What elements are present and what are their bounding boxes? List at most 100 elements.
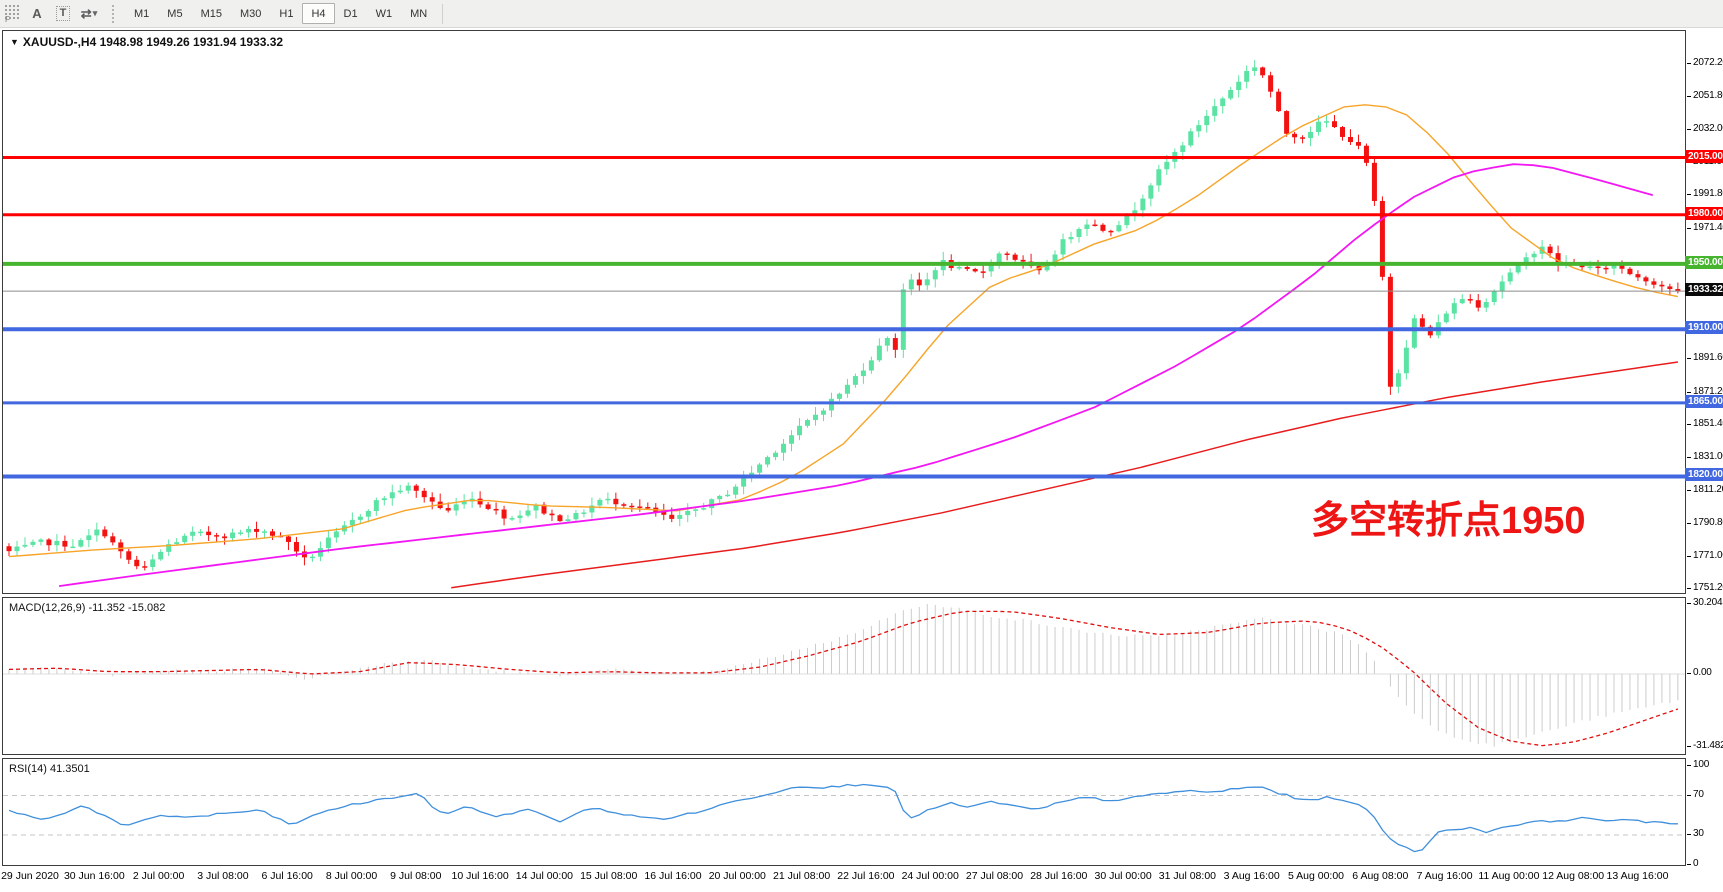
time-axis[interactable]: 29 Jun 2020 30 Jun 16:00 2 Jul 00:00 3 Jul … bbox=[1, 868, 1686, 890]
dropdown-caret-icon: ▾ bbox=[92, 8, 98, 18]
price-tick-label-tick bbox=[1687, 424, 1691, 426]
level-badge-1820.00: 1820.00 bbox=[1685, 468, 1723, 482]
text-tool-icon: T bbox=[55, 6, 71, 21]
time-label: 14 Jul 00:00 bbox=[515, 870, 573, 882]
timeframe-button-mn[interactable]: MN bbox=[410, 7, 428, 20]
macd-tick-label-tick bbox=[1687, 746, 1691, 747]
price-tick-label-tick bbox=[1687, 523, 1691, 525]
toolbar-grip-icon[interactable]: F bbox=[4, 4, 20, 24]
price-tick-label: 1771.00 bbox=[1693, 549, 1723, 561]
level-badge-1950.00: 1950.00 bbox=[1685, 255, 1723, 269]
rsi-tick-label-tick bbox=[1687, 765, 1691, 766]
time-label: 15 Jul 08:00 bbox=[580, 870, 638, 882]
price-tick-label: 2032.00 bbox=[1693, 122, 1723, 134]
level-badge-1865.00: 1865.00 bbox=[1685, 394, 1723, 408]
price-tick-label-tick bbox=[1687, 588, 1691, 589]
macd-canvas[interactable] bbox=[3, 598, 1685, 754]
timeframe-button-m15[interactable]: M15 bbox=[200, 7, 222, 20]
arrow-tool-button[interactable]: A bbox=[27, 4, 47, 24]
level-badge-2015.00: 2015.00 bbox=[1685, 149, 1723, 163]
price-tick-label: 1851.40 bbox=[1693, 418, 1723, 430]
level-badge-1910.00: 1910.00 bbox=[1685, 321, 1723, 335]
macd-panel[interactable]: MACD(12,26,9) -11.352 -15.082 bbox=[2, 597, 1686, 755]
rsi-label: RSI(14) 41.3501 bbox=[9, 763, 90, 775]
price-tick-label-tick bbox=[1687, 555, 1691, 557]
rsi-panel[interactable]: RSI(14) 41.3501 bbox=[2, 758, 1686, 866]
price-tick-label-tick bbox=[1687, 194, 1691, 196]
arrow-tool-icon: A bbox=[32, 6, 42, 21]
rsi-tick-label: 0 bbox=[1693, 857, 1699, 869]
timeframe-button-m30[interactable]: M30 bbox=[239, 7, 262, 20]
timeframe-button-m1[interactable]: M1 bbox=[134, 7, 150, 20]
timeframe-bar: M1 M5 M15 M30 H1 H4 D1 W1 MN bbox=[125, 3, 436, 24]
time-label: 31 Jul 08:00 bbox=[1158, 870, 1216, 882]
time-label: 16 Jul 16:00 bbox=[644, 870, 702, 882]
rsi-tick-label-tick bbox=[1687, 794, 1691, 796]
price-tick-label-tick bbox=[1687, 227, 1691, 229]
macd-tick-label-tick bbox=[1687, 603, 1691, 604]
timeframe-button-w1[interactable]: W1 bbox=[375, 7, 393, 20]
price-tick-label: 1751.20 bbox=[1693, 582, 1723, 593]
time-label: 6 Jul 16:00 bbox=[261, 870, 313, 882]
rsi-tick-label-tick bbox=[1687, 863, 1691, 865]
time-label: 29 Jun 2020 bbox=[1, 870, 59, 882]
symbol-dropdown-icon[interactable]: ▼ bbox=[10, 37, 19, 47]
time-label: 6 Aug 08:00 bbox=[1352, 870, 1409, 882]
price-tick-label-tick bbox=[1687, 63, 1691, 64]
time-label: 10 Jul 16:00 bbox=[451, 870, 509, 882]
price-tick-label: 1891.60 bbox=[1693, 352, 1723, 364]
time-label: 7 Aug 16:00 bbox=[1416, 870, 1473, 882]
time-label: 20 Jul 00:00 bbox=[708, 870, 766, 882]
time-label: 8 Jul 00:00 bbox=[325, 870, 378, 882]
time-label: 9 Jul 08:00 bbox=[390, 870, 442, 882]
time-label: 30 Jul 00:00 bbox=[1094, 870, 1152, 882]
time-label: 30 Jun 16:00 bbox=[63, 870, 125, 882]
macd-label: MACD(12,26,9) -11.352 -15.082 bbox=[9, 602, 166, 614]
macd-tick-label: 30.204 bbox=[1693, 597, 1723, 608]
symbol-ohlc-label: ▼ XAUUSD-,H4 1948.98 1949.26 1931.94 1933… bbox=[10, 35, 284, 49]
price-tick-label-tick bbox=[1687, 391, 1691, 393]
price-tick-label-tick bbox=[1687, 96, 1691, 98]
rsi-tick-label: 30 bbox=[1693, 827, 1704, 839]
time-label: 21 Jul 08:00 bbox=[772, 870, 831, 882]
price-tick-label: 1971.40 bbox=[1693, 221, 1723, 233]
toolbar-drag-handle[interactable] bbox=[112, 4, 118, 23]
price-chart-panel[interactable]: ▼ XAUUSD-,H4 1948.98 1949.26 1931.94 1933… bbox=[2, 30, 1686, 594]
timeframe-button-h4[interactable]: H4 bbox=[302, 3, 335, 24]
price-tick-label-tick bbox=[1687, 358, 1691, 360]
time-label: 3 Aug 16:00 bbox=[1223, 870, 1280, 882]
price-axis[interactable]: 2072.202051.802032.002011.601991.801971.… bbox=[1685, 30, 1723, 869]
level-badge-1980.00: 1980.00 bbox=[1685, 206, 1723, 220]
time-label: 12 Aug 08:00 bbox=[1542, 870, 1605, 882]
timeframe-button-h1[interactable]: H1 bbox=[279, 7, 294, 20]
price-tick-label-tick bbox=[1687, 162, 1691, 164]
price-chart-canvas[interactable] bbox=[3, 31, 1685, 593]
macd-tick-label: 0.00 bbox=[1693, 667, 1712, 679]
price-tick-label-tick bbox=[1687, 457, 1691, 459]
cycle-arrows-icon: ⇄ bbox=[80, 5, 92, 21]
toolbar-separator bbox=[442, 3, 444, 24]
time-label: 24 Jul 00:00 bbox=[901, 870, 959, 882]
toolbar: F A T ⇄ ▾ M1 M5 M15 M30 H1 H4 D1 W1 MN bbox=[0, 0, 1723, 28]
timeframe-button-m5[interactable]: M5 bbox=[167, 7, 183, 20]
price-tick-label: 2072.20 bbox=[1693, 57, 1723, 68]
text-tool-button[interactable]: T bbox=[53, 4, 73, 24]
annotation-text: 多空转折点1950 bbox=[1311, 500, 1586, 542]
price-tick-label-tick bbox=[1687, 128, 1691, 130]
price-tick-label: 1811.20 bbox=[1693, 483, 1723, 495]
time-label: 2 Jul 00:00 bbox=[132, 870, 185, 882]
price-tick-label: 1831.00 bbox=[1693, 451, 1723, 463]
time-label: 11 Aug 00:00 bbox=[1478, 870, 1540, 882]
time-label: 22 Jul 16:00 bbox=[837, 870, 895, 882]
rsi-canvas[interactable] bbox=[3, 759, 1685, 865]
rsi-tick-label: 100 bbox=[1693, 759, 1710, 770]
price-tick-label: 1871.20 bbox=[1693, 385, 1723, 397]
rsi-tick-label-tick bbox=[1687, 833, 1691, 835]
price-tick-label-tick bbox=[1687, 489, 1691, 491]
cycle-tool-button[interactable]: ⇄ ▾ bbox=[79, 4, 99, 24]
time-label: 5 Aug 00:00 bbox=[1287, 870, 1345, 882]
time-label: 27 Jul 08:00 bbox=[965, 870, 1024, 882]
price-tick-label: 1991.80 bbox=[1693, 188, 1723, 200]
timeframe-button-d1[interactable]: D1 bbox=[343, 7, 358, 20]
